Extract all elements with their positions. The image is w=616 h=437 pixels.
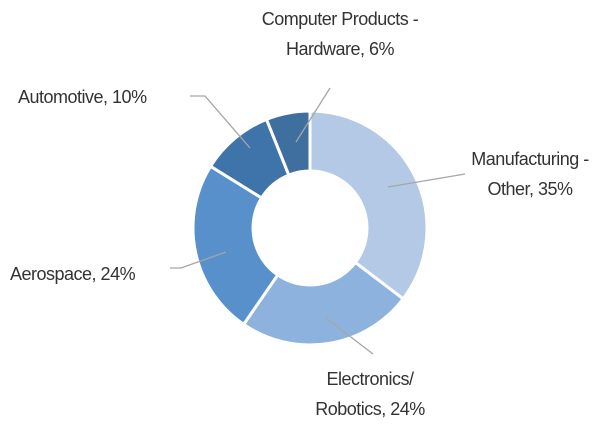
data-label: Manufacturing - Other, 35% [471,149,589,199]
data-label: Automotive, 10% [18,87,147,107]
leader-line [387,173,466,188]
donut-slice [241,260,406,347]
data-label: Electronics/ Robotics, 24% [315,369,425,419]
data-label: Aerospace, 24% [10,264,136,284]
leader-line [325,317,374,355]
donut-slice [264,109,312,178]
slices [191,109,429,347]
donut-slice [191,164,280,327]
data-label: Computer Products - Hardware, 6% [261,9,419,59]
donut-slice [308,109,429,301]
leader-line [295,87,331,143]
leader-line [190,95,251,149]
leader-line [170,251,227,269]
